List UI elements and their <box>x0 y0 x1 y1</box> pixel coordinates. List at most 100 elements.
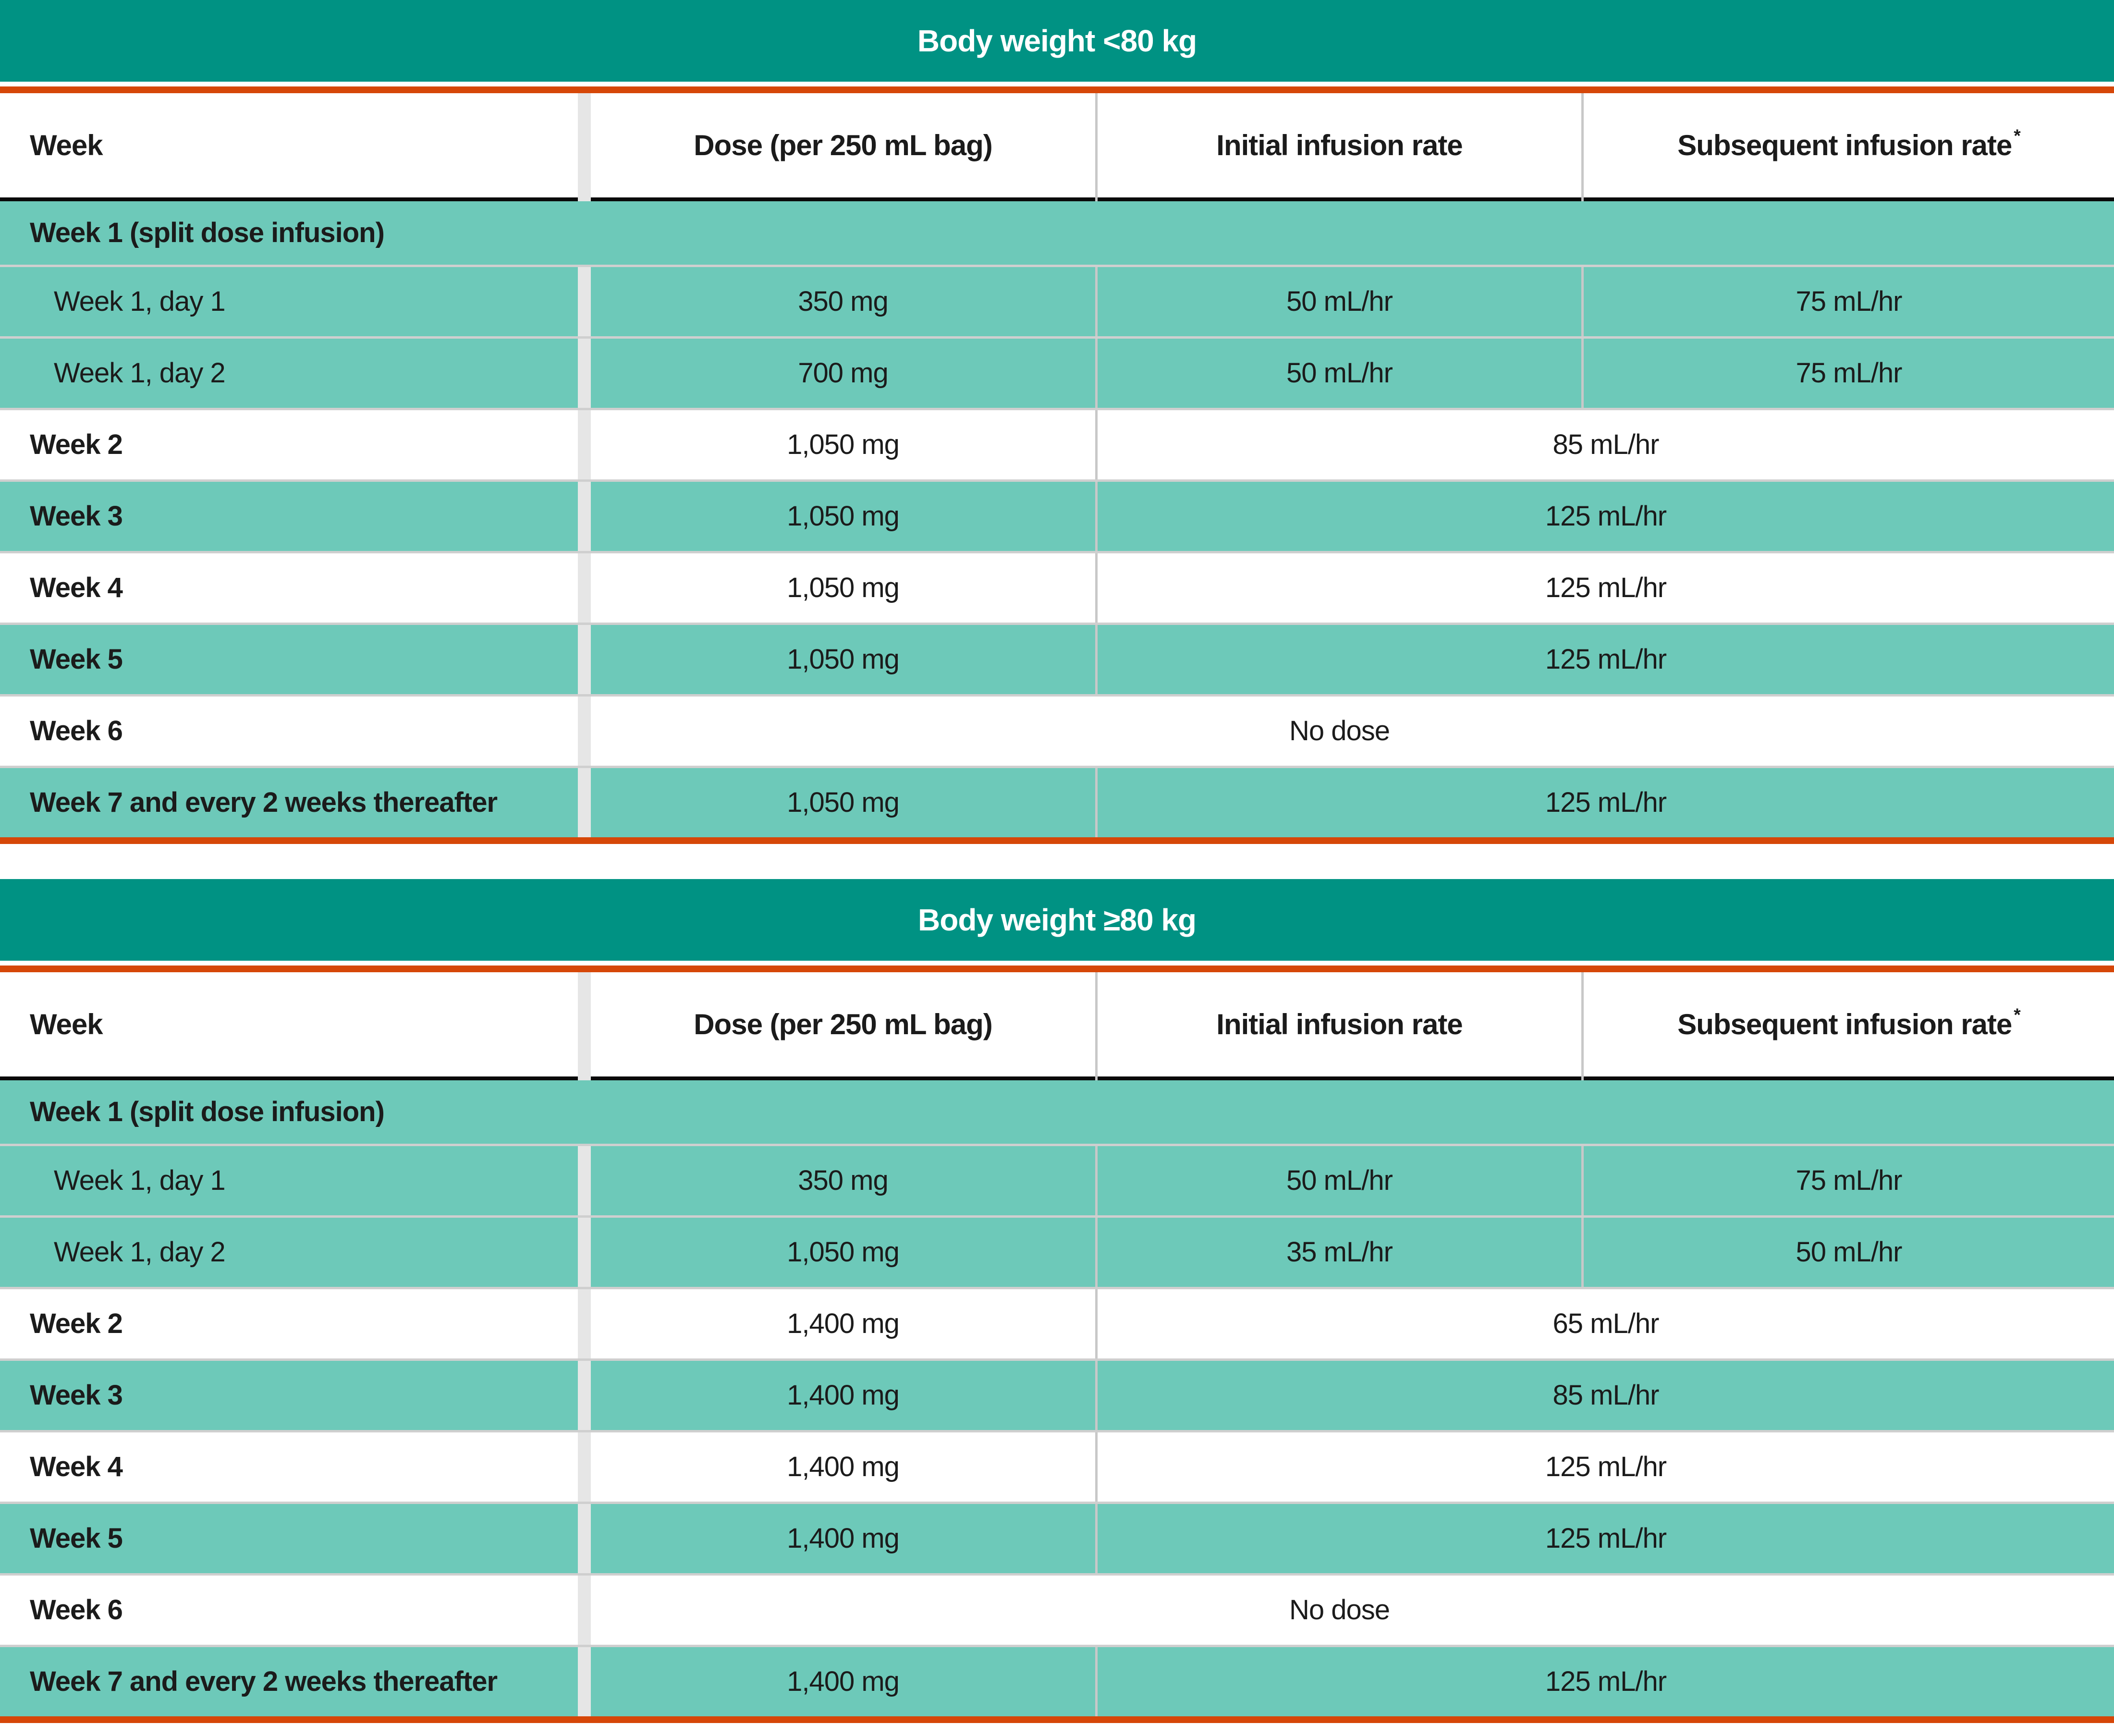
column-divider <box>1581 972 1584 1080</box>
week-label: Week 1, day 1 <box>54 1165 226 1197</box>
dose-value: 1,400 mg <box>787 1451 900 1483</box>
column-header-initial-rate: Initial infusion rate <box>1098 93 1581 201</box>
column-divider <box>1581 267 1584 336</box>
dose-value: 1,050 mg <box>787 429 900 461</box>
row-separator <box>0 694 2114 697</box>
week-label: Week 1, day 2 <box>54 357 226 389</box>
subsequent-rate-value: 75 mL/hr <box>1796 357 1903 389</box>
dose-value: 1,400 mg <box>787 1308 900 1340</box>
week-label: Week 5 <box>30 1523 123 1554</box>
no-dose-value: No dose <box>1289 1594 1390 1626</box>
infusion-rate-value: 85 mL/hr <box>1552 429 1660 461</box>
column-divider <box>1095 339 1098 408</box>
row-week6: Week 6 No dose <box>0 1576 2114 1645</box>
initial-rate-value: 50 mL/hr <box>1286 357 1393 389</box>
column-gutter <box>578 1289 591 1358</box>
row-week1-day2: Week 1, day 2 1,050 mg 35 mL/hr 50 mL/hr <box>0 1218 2114 1287</box>
column-header-subsequent-rate: Subsequent infusion rate * <box>1584 972 2114 1080</box>
infusion-rate-value: 65 mL/hr <box>1552 1308 1660 1340</box>
column-divider <box>1095 972 1098 1080</box>
header-row: Week Dose (per 250 mL bag) Initial infus… <box>0 93 2114 201</box>
table-title: Body weight <80 kg <box>917 24 1197 58</box>
column-divider <box>1095 1504 1098 1573</box>
row-week1-day1: Week 1, day 1 350 mg 50 mL/hr 75 mL/hr <box>0 267 2114 336</box>
infusion-rate-value: 125 mL/hr <box>1545 572 1667 604</box>
dose-value-empty <box>591 697 1095 766</box>
row-separator <box>0 766 2114 768</box>
initial-rate-value: 35 mL/hr <box>1286 1236 1393 1268</box>
column-divider <box>1095 93 1098 201</box>
dose-value: 1,400 mg <box>787 1666 900 1698</box>
row-week1-section: Week 1 (split dose infusion) <box>0 1080 2114 1144</box>
column-gutter <box>578 267 591 336</box>
row-separator <box>0 1645 2114 1647</box>
column-gutter <box>578 1576 591 1645</box>
header-row: Week Dose (per 250 mL bag) Initial infus… <box>0 972 2114 1080</box>
column-header-dose: Dose (per 250 mL bag) <box>591 93 1095 201</box>
row-separator <box>0 1573 2114 1576</box>
week-label: Week 7 and every 2 weeks thereafter <box>30 787 498 819</box>
dose-value: 1,050 mg <box>787 572 900 604</box>
row-week3: Week 3 1,050 mg 125 mL/hr <box>0 482 2114 551</box>
column-gutter <box>578 697 591 766</box>
infusion-rate-value: 125 mL/hr <box>1545 1666 1667 1698</box>
dose-value: 700 mg <box>798 357 888 389</box>
column-gutter <box>578 339 591 408</box>
subsequent-rate-empty <box>1584 697 2114 766</box>
column-divider <box>1095 1146 1098 1215</box>
row-week7: Week 7 and every 2 weeks thereafter 1,40… <box>0 1647 2114 1716</box>
week-label: Week 4 <box>30 1451 123 1483</box>
week-label: Week 7 and every 2 weeks thereafter <box>30 1666 498 1698</box>
column-gutter <box>578 1361 591 1430</box>
subsequent-rate-value: 50 mL/hr <box>1796 1236 1903 1268</box>
row-separator <box>0 265 2114 267</box>
infusion-rate-value: 125 mL/hr <box>1545 501 1667 532</box>
dose-value: 350 mg <box>798 286 888 318</box>
column-header-week: Week <box>0 93 578 201</box>
column-gutter <box>578 972 591 1080</box>
title-gap <box>0 82 2114 86</box>
orange-rule-bottom <box>0 837 2114 844</box>
row-week6: Week 6 No dose <box>0 697 2114 766</box>
infusion-rate-value: 125 mL/hr <box>1545 787 1667 819</box>
table-title-bar: Body weight ≥80 kg <box>0 879 2114 961</box>
row-week4: Week 4 1,050 mg 125 mL/hr <box>0 553 2114 623</box>
column-gutter <box>578 482 591 551</box>
infusion-rate-value: 125 mL/hr <box>1545 1451 1667 1483</box>
column-divider <box>1095 1289 1098 1358</box>
row-separator <box>0 1502 2114 1504</box>
subsequent-rate-empty <box>1584 1576 2114 1645</box>
week-label: Week 3 <box>30 501 123 532</box>
initial-rate-value: 50 mL/hr <box>1286 1165 1393 1197</box>
column-divider <box>1581 1218 1584 1287</box>
row-week2: Week 2 1,400 mg 65 mL/hr <box>0 1289 2114 1358</box>
week-label: Week 1, day 2 <box>54 1236 226 1268</box>
column-divider <box>1095 1432 1098 1502</box>
dose-value-empty <box>591 1576 1095 1645</box>
row-separator <box>0 1215 2114 1218</box>
row-week5: Week 5 1,050 mg 125 mL/hr <box>0 625 2114 694</box>
column-divider <box>1581 339 1584 408</box>
infusion-rate-value: 125 mL/hr <box>1545 1523 1667 1554</box>
column-header-subsequent-rate-label: Subsequent infusion rate <box>1677 1008 2012 1040</box>
column-header-subsequent-rate: Subsequent infusion rate * <box>1584 93 2114 201</box>
column-gutter <box>578 625 591 694</box>
row-week5: Week 5 1,400 mg 125 mL/hr <box>0 1504 2114 1573</box>
column-divider <box>1095 768 1098 837</box>
dose-value: 350 mg <box>798 1165 888 1197</box>
row-separator <box>0 1144 2114 1146</box>
column-gutter <box>578 1432 591 1502</box>
column-header-dose: Dose (per 250 mL bag) <box>591 972 1095 1080</box>
title-gap <box>0 961 2114 966</box>
orange-rule-top <box>0 86 2114 93</box>
dose-value: 1,050 mg <box>787 501 900 532</box>
table-body-weight-80kg-and-over: Body weight ≥80 kg Week Dose (per 250 mL… <box>0 879 2114 1723</box>
orange-rule-top <box>0 966 2114 972</box>
dose-value: 1,400 mg <box>787 1380 900 1411</box>
column-gutter <box>578 1146 591 1215</box>
row-week4: Week 4 1,400 mg 125 mL/hr <box>0 1432 2114 1502</box>
table-body-weight-under-80kg: Body weight <80 kg Week Dose (per 250 mL… <box>0 0 2114 844</box>
table-title-bar: Body weight <80 kg <box>0 0 2114 82</box>
column-header-week: Week <box>0 972 578 1080</box>
